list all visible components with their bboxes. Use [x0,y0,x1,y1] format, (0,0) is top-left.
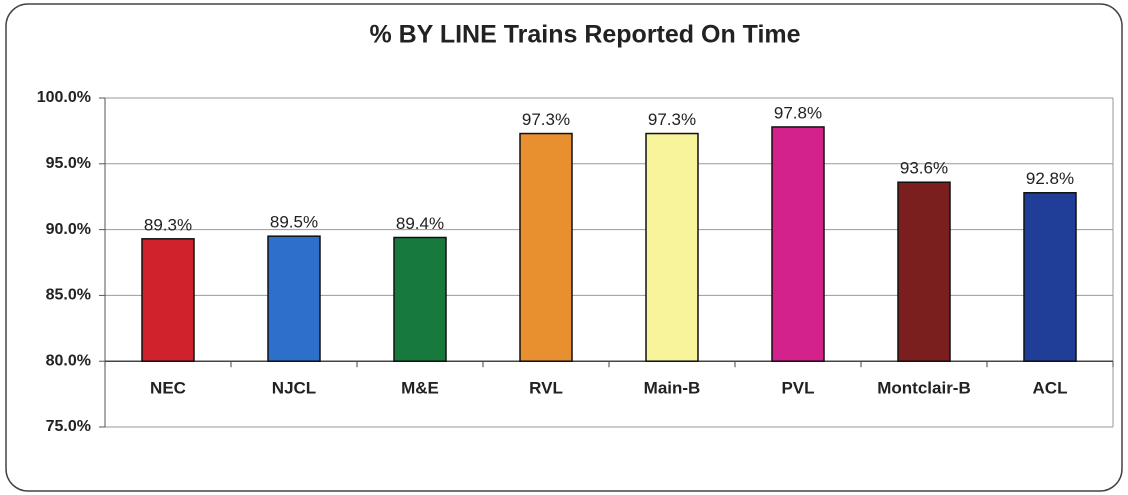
data-label: 92.8% [1026,169,1074,188]
bar [645,132,699,362]
x-tick-label: M&E [401,379,439,398]
data-label: 89.5% [270,213,318,232]
bar [141,238,195,362]
x-tick-label: ACL [1033,379,1068,398]
y-tick-label: 85.0% [46,287,91,304]
data-label: 93.6% [900,159,948,178]
data-label: 97.3% [648,110,696,129]
y-tick-label: 80.0% [46,352,91,369]
y-tick-label: 100.0% [37,89,91,106]
data-label: 89.3% [144,215,192,234]
y-tick-label: 75.0% [46,418,91,435]
data-label: 97.8% [774,103,822,122]
chart-title: % BY LINE Trains Reported On Time [369,21,800,49]
x-tick-label: RVL [529,379,563,398]
y-tick-label: 90.0% [46,221,91,238]
x-tick-label: PVL [781,379,814,398]
bar [519,132,573,362]
x-tick-label: Main-B [644,379,701,398]
data-label: 89.4% [396,214,444,233]
x-tick-label: NJCL [272,379,316,398]
bar [393,236,447,362]
bar [897,181,951,362]
bar [771,126,825,362]
y-tick-label: 95.0% [46,155,91,172]
bar [267,235,321,362]
bar [1023,192,1077,362]
x-tick-label: NEC [150,379,186,398]
x-tick-label: Montclair-B [877,379,971,398]
data-label: 97.3% [522,110,570,129]
